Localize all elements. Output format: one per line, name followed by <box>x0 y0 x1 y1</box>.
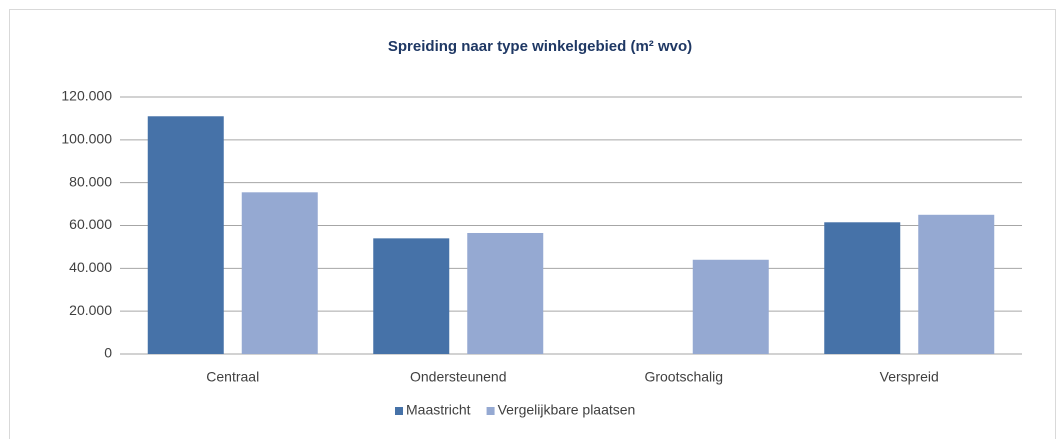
bar <box>824 222 901 354</box>
bar <box>918 214 995 354</box>
x-tick-label: Centraal <box>206 369 259 385</box>
bar <box>241 192 318 354</box>
chart-title: Spreiding naar type winkelgebied (m² wvo… <box>388 38 692 55</box>
y-tick-label: 120.000 <box>61 88 112 104</box>
legend-swatch <box>486 407 495 415</box>
bar <box>373 238 450 354</box>
legend-label: Vergelijkbare plaatsen <box>498 402 636 418</box>
y-tick-label: 0 <box>104 345 112 361</box>
y-tick-label: 80.000 <box>69 173 112 189</box>
x-tick-label: Grootschalig <box>644 369 723 385</box>
y-tick-label: 20.000 <box>69 302 112 318</box>
legend-swatch <box>395 407 403 415</box>
bar <box>467 232 544 354</box>
bar <box>692 259 769 354</box>
legend-label: Maastricht <box>406 402 471 418</box>
bar <box>147 116 224 355</box>
x-tick-label: Ondersteunend <box>410 369 507 385</box>
x-tick-label: Verspreid <box>880 369 939 385</box>
y-tick-label: 60.000 <box>69 216 112 232</box>
y-tick-label: 40.000 <box>69 259 112 275</box>
y-tick-label: 100.000 <box>61 131 112 147</box>
